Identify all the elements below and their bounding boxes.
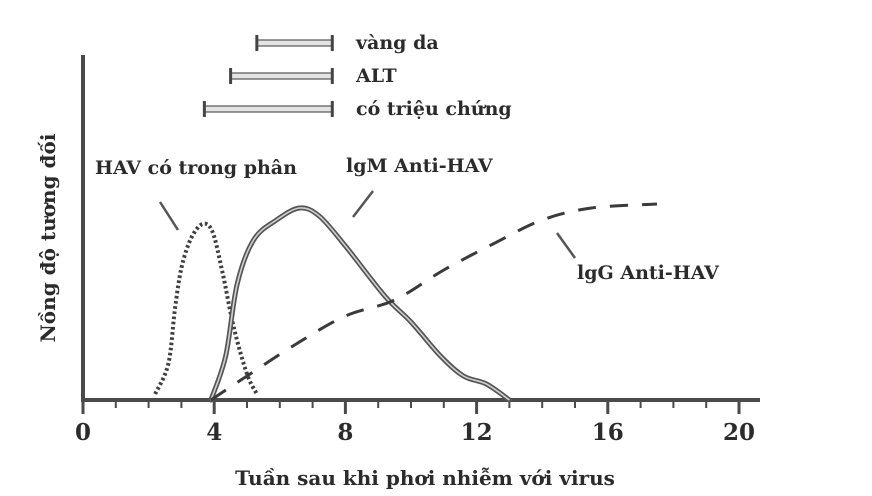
- x-tick-labels: 0 4 8 12 16 20: [75, 419, 755, 446]
- series-igm-anti-hav: [210, 207, 510, 401]
- series-layer: [153, 202, 658, 403]
- x-tick-label: 20: [723, 419, 755, 446]
- series-igg-anti-hav: [210, 202, 658, 402]
- x-axis-title: Tuần sau khi phơi nhiễm với virus: [235, 466, 615, 490]
- series-hav-feces: [153, 221, 259, 395]
- bar-jaundice: [256, 39, 333, 47]
- annotation-igm-label: lgM Anti-HAV: [346, 155, 494, 177]
- y-axis-title: Nồng độ tương đối: [36, 133, 60, 342]
- interval-bars: vàng da ALT có triệu chứng: [202, 32, 512, 120]
- annotation-hav-label: HAV có trong phân: [95, 157, 297, 179]
- annotation-igg-leader: [555, 232, 577, 259]
- annotation-igg-label: lgG Anti-HAV: [577, 262, 720, 284]
- annotation-hav-leader: [158, 201, 180, 231]
- bar-symptomatic-label: có triệu chứng: [356, 98, 512, 120]
- x-tick-label: 12: [461, 419, 493, 446]
- x-tick-label: 8: [337, 419, 353, 446]
- x-tick-label: 0: [75, 419, 91, 446]
- x-axis-ticks: [81, 400, 741, 414]
- bar-alt: [230, 72, 333, 80]
- bar-symptomatic: [203, 105, 333, 113]
- annotation-igm-leader: [352, 190, 374, 218]
- bar-alt-label: ALT: [355, 65, 397, 87]
- x-tick-label: 4: [206, 419, 222, 446]
- x-tick-label: 16: [592, 419, 624, 446]
- bar-jaundice-label: vàng da: [355, 32, 439, 54]
